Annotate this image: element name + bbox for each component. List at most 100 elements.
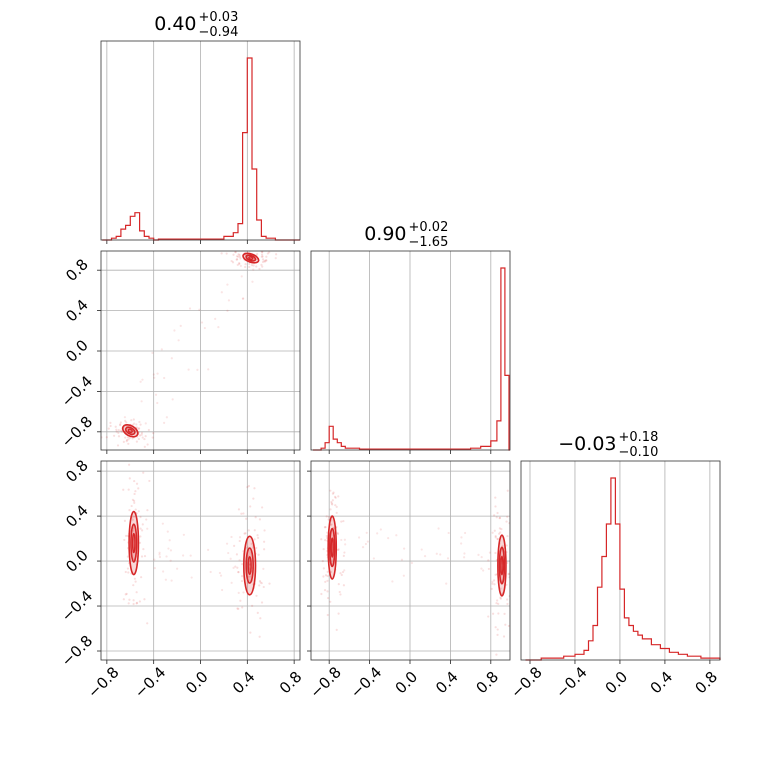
scatter-point: [253, 538, 256, 541]
contour-middle: [328, 527, 336, 568]
histogram-line: [313, 267, 510, 451]
scatter-point: [131, 437, 134, 440]
scatter-point: [260, 251, 264, 253]
scatter-point: [235, 255, 239, 258]
scatter-point: [487, 615, 490, 618]
scatter-point: [340, 573, 343, 577]
scatter-point: [236, 248, 238, 250]
contour-inner: [330, 537, 334, 558]
scatter-point: [335, 628, 338, 631]
scatter-point: [251, 280, 254, 283]
scatter-point: [234, 245, 236, 247]
scatter-point: [138, 420, 141, 424]
scatter-point: [235, 553, 239, 556]
scatter-point: [499, 596, 502, 599]
scatter-point: [503, 612, 506, 616]
scatter-point: [128, 477, 131, 480]
scatter-point: [506, 489, 509, 492]
contour-inner: [131, 532, 136, 554]
scatter-point: [170, 357, 173, 360]
scatter-point: [237, 607, 240, 610]
scatter-point: [340, 538, 343, 542]
scatter-point: [123, 538, 126, 542]
scatter-point: [125, 421, 128, 424]
scatter-point: [331, 492, 335, 495]
scatter-point: [126, 436, 130, 439]
scatter-point: [495, 602, 498, 605]
scatter-point: [513, 548, 515, 550]
scatter-point: [235, 258, 238, 261]
scatter-point: [504, 623, 507, 626]
scatter-point: [139, 515, 142, 519]
scatter-point: [145, 518, 148, 521]
scatter-point: [214, 317, 217, 320]
scatter-point: [366, 540, 369, 543]
scatter-point: [236, 566, 239, 569]
scatter-point: [133, 422, 136, 425]
scatter-point: [133, 577, 136, 580]
scatter-point: [114, 425, 117, 428]
scatter-point: [177, 339, 180, 342]
scatter-point: [506, 515, 509, 518]
scatter-point: [268, 582, 271, 585]
x-tick-label: −0.4: [552, 663, 590, 701]
scatter-point: [341, 570, 345, 574]
scatter-point: [324, 525, 327, 529]
panel-0-0: 0.40 +0.03−0.94: [100, 10, 301, 244]
scatter-point: [324, 574, 328, 577]
scatter-point: [124, 534, 128, 537]
scatter-point: [165, 416, 168, 419]
scatter-point: [128, 509, 131, 512]
scatter-point: [331, 499, 334, 502]
scatter-point: [170, 579, 173, 582]
panel-frame: [310, 460, 511, 661]
scatter-point: [158, 551, 161, 554]
scatter-point: [236, 607, 239, 610]
scatter-point: [463, 552, 466, 555]
scatter-point: [511, 537, 513, 539]
scatter-point: [463, 556, 466, 559]
scatter-point: [115, 428, 118, 431]
scatter-point: [259, 581, 262, 584]
scatter-point: [329, 508, 332, 511]
scatter-point: [189, 554, 192, 557]
scatter-point: [230, 535, 233, 539]
scatter-point: [365, 531, 368, 534]
param-title-minus: −0.10: [619, 445, 659, 460]
scatter-point: [122, 488, 125, 491]
scatter-point: [160, 348, 163, 351]
scatter-point: [329, 489, 332, 492]
scatter-point: [131, 498, 135, 501]
grid: [311, 461, 510, 660]
scatter-point: [240, 574, 244, 578]
scatter-point: [254, 246, 256, 248]
scatter-point: [169, 559, 172, 562]
grid: [101, 251, 300, 450]
scatter-point: [248, 265, 251, 269]
scatter-point: [337, 612, 340, 615]
scatter-point: [119, 423, 122, 426]
scatter-point: [163, 421, 166, 425]
scatter-point: [334, 496, 337, 499]
scatter-point: [343, 551, 346, 554]
scatter-point: [400, 558, 404, 561]
scatter-point: [336, 548, 339, 552]
scatter-point: [480, 556, 483, 559]
scatter-point: [505, 544, 508, 547]
scatter-point: [260, 601, 264, 604]
y-tick-label: 0.0: [62, 336, 92, 366]
scatter-point: [135, 423, 138, 426]
scatter-point: [219, 574, 223, 577]
scatter-point: [320, 538, 323, 541]
scatter-point: [241, 606, 244, 609]
scatter-point: [321, 560, 324, 563]
scatter-point: [496, 537, 499, 540]
scatter-point: [339, 593, 342, 596]
scatter-point: [364, 542, 368, 546]
scatter-point: [188, 307, 192, 310]
x-tick-label: 0.4: [432, 668, 462, 698]
scatter-point: [257, 553, 260, 556]
scatter-point: [162, 570, 165, 573]
y-tick-label: 0.8: [62, 255, 92, 285]
